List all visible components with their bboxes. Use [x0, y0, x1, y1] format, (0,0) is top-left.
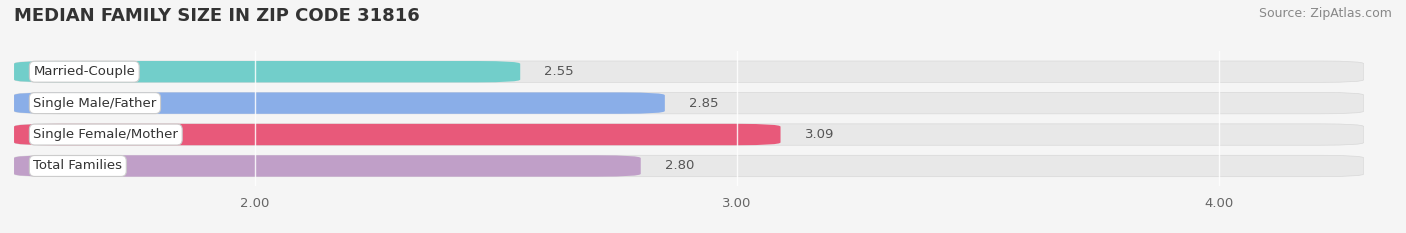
FancyBboxPatch shape	[14, 124, 780, 145]
FancyBboxPatch shape	[14, 61, 1364, 82]
Text: 2.80: 2.80	[665, 159, 695, 172]
Text: Source: ZipAtlas.com: Source: ZipAtlas.com	[1258, 7, 1392, 20]
FancyBboxPatch shape	[14, 93, 1364, 114]
Text: Single Female/Mother: Single Female/Mother	[34, 128, 179, 141]
Text: Single Male/Father: Single Male/Father	[34, 97, 156, 110]
Text: MEDIAN FAMILY SIZE IN ZIP CODE 31816: MEDIAN FAMILY SIZE IN ZIP CODE 31816	[14, 7, 420, 25]
FancyBboxPatch shape	[14, 93, 665, 114]
FancyBboxPatch shape	[14, 124, 1364, 145]
FancyBboxPatch shape	[14, 155, 1364, 177]
Text: Married-Couple: Married-Couple	[34, 65, 135, 78]
Text: 2.85: 2.85	[689, 97, 718, 110]
Text: Total Families: Total Families	[34, 159, 122, 172]
Text: 3.09: 3.09	[804, 128, 834, 141]
FancyBboxPatch shape	[14, 155, 641, 177]
Text: 2.55: 2.55	[544, 65, 574, 78]
FancyBboxPatch shape	[14, 61, 520, 82]
